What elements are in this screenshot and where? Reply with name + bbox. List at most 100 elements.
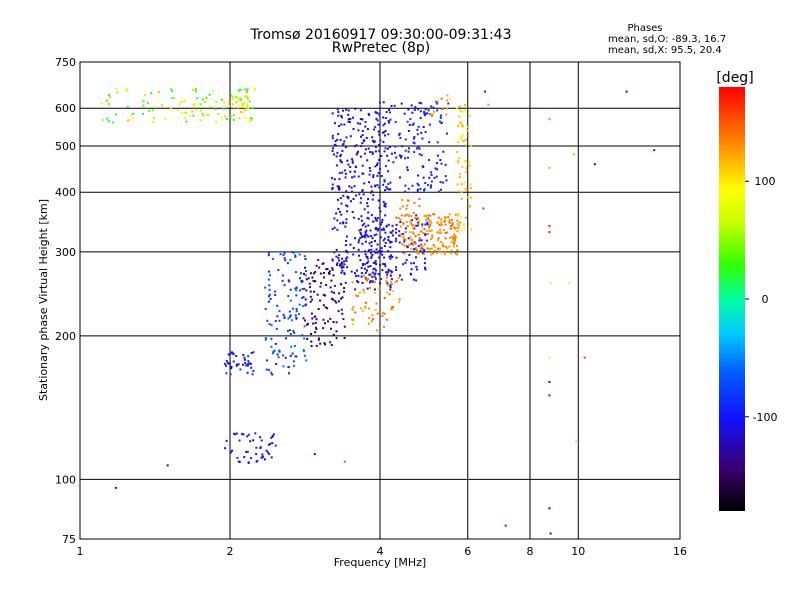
data-point — [438, 120, 441, 123]
data-point — [378, 287, 381, 290]
data-point — [441, 244, 444, 247]
y-tick-label: 100 — [55, 473, 76, 486]
data-point — [428, 113, 431, 115]
data-point — [152, 109, 155, 112]
data-point — [407, 244, 410, 247]
data-point — [413, 142, 416, 145]
data-point — [332, 333, 335, 336]
data-point — [423, 188, 426, 191]
data-point — [340, 116, 343, 119]
data-point — [299, 289, 301, 292]
data-point — [351, 190, 354, 193]
data-point — [355, 153, 358, 156]
data-point — [335, 321, 338, 324]
data-point — [548, 166, 551, 169]
data-point — [274, 342, 277, 345]
data-point — [394, 240, 397, 243]
data-point — [246, 103, 249, 106]
data-point — [310, 312, 313, 315]
data-point — [369, 229, 372, 232]
data-point — [277, 356, 280, 359]
data-point — [349, 135, 352, 138]
data-point — [345, 249, 348, 252]
data-point — [242, 433, 245, 436]
data-point — [345, 218, 348, 221]
data-point — [548, 356, 551, 359]
data-point — [300, 281, 303, 283]
data-point — [360, 275, 363, 278]
data-point — [409, 236, 412, 238]
data-point — [406, 169, 409, 171]
data-point — [387, 133, 390, 136]
data-point — [369, 265, 372, 267]
data-point — [428, 141, 431, 144]
data-point — [384, 214, 387, 217]
data-point — [361, 130, 364, 132]
data-point — [288, 329, 291, 332]
data-point — [457, 161, 460, 164]
data-point — [393, 104, 396, 107]
data-point — [378, 207, 381, 209]
data-point — [354, 107, 357, 110]
data-point — [237, 106, 240, 109]
data-point — [373, 267, 376, 270]
data-point — [287, 366, 290, 368]
data-point — [295, 289, 298, 292]
y-tick-label: 300 — [55, 246, 76, 259]
data-point — [412, 227, 415, 230]
data-point — [333, 226, 336, 229]
data-point — [195, 108, 198, 111]
data-point — [297, 251, 299, 254]
data-point — [252, 369, 255, 372]
data-point — [295, 308, 298, 310]
data-point — [331, 134, 334, 137]
data-point — [461, 134, 464, 137]
data-point — [284, 259, 287, 262]
data-point — [292, 251, 295, 254]
data-point — [351, 318, 354, 321]
data-point — [367, 224, 370, 227]
data-point — [583, 356, 586, 359]
phase-info-x: mean, sd,X: 95.5, 20.4 — [608, 45, 722, 56]
data-point — [429, 222, 432, 225]
data-point — [319, 272, 322, 275]
data-point — [282, 354, 284, 357]
data-point — [221, 117, 223, 120]
data-point — [443, 253, 446, 256]
data-point — [244, 362, 247, 365]
data-point — [548, 224, 551, 227]
data-point — [237, 363, 240, 366]
data-point — [359, 307, 362, 310]
data-point — [382, 263, 385, 265]
data-point — [370, 241, 373, 244]
data-point — [548, 381, 551, 383]
data-point — [235, 355, 238, 357]
data-point — [548, 117, 551, 120]
x-tick-label: 10 — [571, 545, 585, 558]
data-point — [340, 123, 343, 126]
data-point — [354, 237, 356, 240]
data-point — [291, 307, 294, 310]
data-point — [246, 450, 249, 453]
data-point — [426, 221, 429, 224]
data-point — [361, 282, 364, 284]
data-point — [413, 201, 416, 204]
data-point — [366, 159, 369, 162]
data-point — [249, 117, 252, 119]
data-point — [363, 222, 366, 225]
data-point — [184, 116, 187, 119]
data-point — [224, 115, 227, 118]
data-point — [264, 286, 267, 289]
data-point — [358, 229, 361, 232]
data-point — [352, 128, 355, 130]
data-point — [351, 176, 354, 179]
data-point — [250, 457, 253, 460]
data-point — [310, 333, 313, 335]
data-point — [211, 90, 214, 93]
data-point — [339, 263, 342, 266]
data-point — [333, 178, 336, 181]
data-point — [364, 121, 367, 123]
data-point — [372, 261, 375, 264]
data-point — [247, 360, 250, 363]
data-point — [457, 224, 460, 227]
